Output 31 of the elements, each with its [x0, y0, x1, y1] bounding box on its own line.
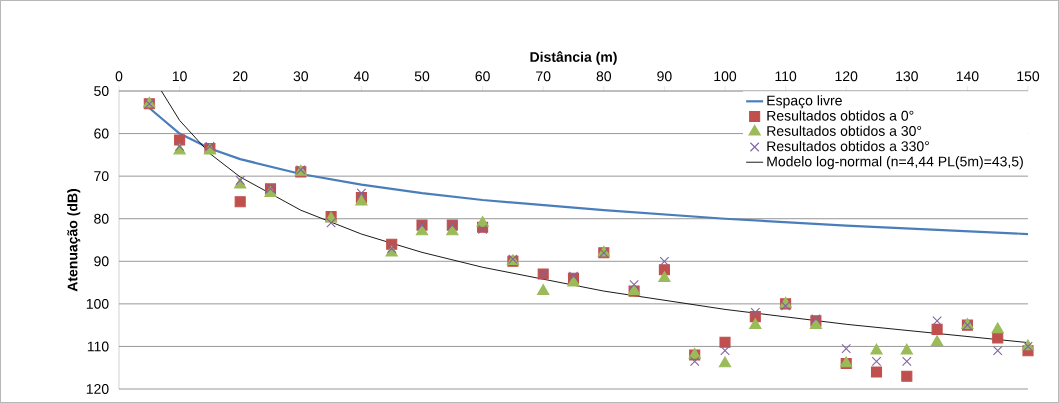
- x-tick-label: 150: [1017, 71, 1040, 82]
- x-tick-label: 90: [657, 71, 672, 82]
- x-tick-label: 70: [536, 71, 551, 82]
- x-tick-label: 120: [835, 71, 858, 82]
- x-tick-label: 140: [956, 71, 979, 82]
- x-tick-label: 10: [172, 71, 187, 82]
- y-tick-label: 60: [94, 128, 109, 139]
- legend-label: Resultados obtidos a 30°: [767, 125, 922, 136]
- legend-label: Resultados obtidos a 330°: [767, 140, 929, 152]
- x-tick-label: 100: [714, 71, 737, 82]
- legend-label: Modelo log-normal (n=4,44 PL(5m)=43,5): [767, 156, 1023, 170]
- y-tick-label: 50: [94, 86, 109, 96]
- x-tick-label: 0: [115, 71, 123, 82]
- y-tick-label: 70: [94, 171, 109, 182]
- y-tick-label: 110: [87, 341, 109, 352]
- x-tick-label: 30: [293, 71, 309, 82]
- x-tick-label: 130: [896, 71, 918, 82]
- x-tick-label: 60: [475, 71, 490, 82]
- x-tick-label: 50: [414, 71, 430, 82]
- y-tick-label: 100: [86, 298, 109, 309]
- legend-label: Espaço livre: [767, 95, 842, 109]
- y-axis-title: Atenuação (dB): [67, 188, 81, 292]
- y-tick-label: 90: [94, 256, 109, 267]
- y-tick-label: 120: [86, 384, 109, 394]
- y-tick-label: 80: [94, 213, 109, 224]
- x-tick-label: 40: [353, 71, 369, 82]
- legend-label: Resultados obtidos a 0°: [767, 110, 914, 121]
- x-tick-label: 20: [233, 71, 248, 82]
- x-tick-label: 80: [596, 71, 612, 82]
- x-axis-title: Distância (m): [530, 51, 617, 65]
- x-tick-label: 110: [775, 71, 797, 82]
